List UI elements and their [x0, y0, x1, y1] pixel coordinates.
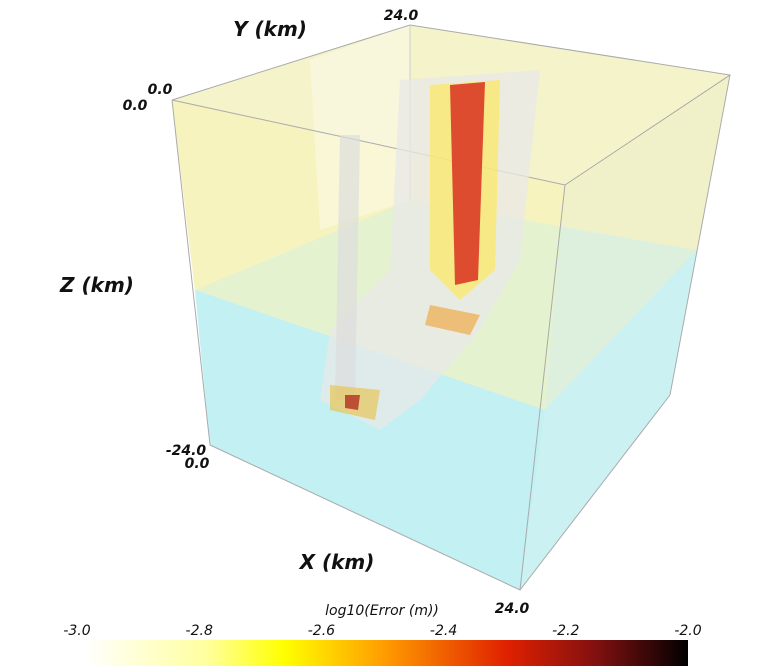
- colorbar-tick-label: -2.8: [186, 623, 213, 639]
- x-tick: 24.0: [495, 601, 530, 617]
- z-tick: -24.0: [166, 443, 207, 459]
- colorbar-title: log10(Error (m)): [325, 603, 439, 619]
- colorbar-tick-label: -2.2: [552, 623, 579, 639]
- colorbar-tick-label: -2.0: [674, 623, 701, 639]
- x-axis-label: X (km): [298, 550, 375, 574]
- y-tick: 24.0: [384, 8, 419, 24]
- colorbar-tick-label: -2.4: [430, 623, 457, 639]
- y-tick: 0.0: [148, 82, 173, 98]
- error-plume: [320, 70, 540, 430]
- z-axis-label: Z (km): [59, 273, 134, 297]
- colorbar-tick-label: -2.6: [308, 623, 335, 639]
- z-tick: 0.0: [123, 98, 148, 114]
- y-axis-label: Y (km): [233, 17, 307, 41]
- colorbar-tick-label: -3.0: [63, 623, 90, 639]
- x-tick: 0.0: [185, 456, 210, 472]
- colorbar-ticks: -3.0 -2.8 -2.6 -2.4 -2.2 -2.0: [63, 623, 701, 639]
- colorbar: [85, 640, 688, 666]
